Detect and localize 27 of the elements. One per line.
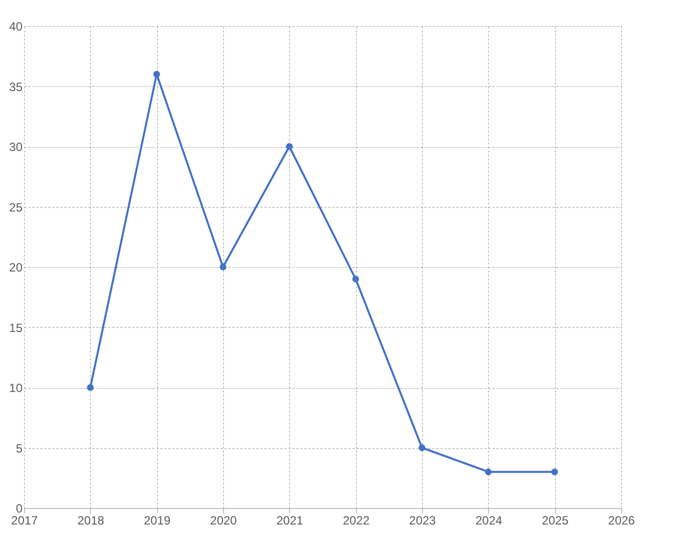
x-tick-label: 2019: [144, 514, 171, 528]
point: [551, 468, 558, 476]
x-tick-label: 2025: [542, 514, 569, 528]
y-tick-label: 30: [9, 140, 23, 154]
point: [153, 70, 160, 78]
y-tick-label: 5: [16, 441, 23, 456]
y-tick-label: 25: [9, 200, 23, 214]
x-tick-label: 2017: [11, 514, 38, 528]
point: [484, 468, 492, 476]
point: [286, 143, 293, 150]
y-tick-label: 0: [16, 502, 23, 516]
x-tick-label: 2021: [276, 514, 304, 528]
x-tick-label: 2026: [608, 514, 636, 528]
point: [352, 276, 360, 282]
x-tick-label: 2020: [210, 514, 238, 528]
point: [418, 444, 426, 452]
y-tick-label: 35: [9, 80, 23, 94]
point: [86, 384, 94, 391]
point: [220, 264, 226, 270]
x-tick-label: 2022: [342, 514, 370, 528]
x-tick-label: 2023: [409, 514, 436, 528]
x-tick-label: 2024: [475, 514, 503, 528]
y-tick-label: 15: [9, 320, 23, 335]
y-tick-label: 10: [9, 381, 23, 395]
y-tick-label: 20: [9, 260, 23, 274]
x-tick-label: 2018: [77, 514, 105, 528]
y-tick-label: 40: [9, 20, 23, 34]
